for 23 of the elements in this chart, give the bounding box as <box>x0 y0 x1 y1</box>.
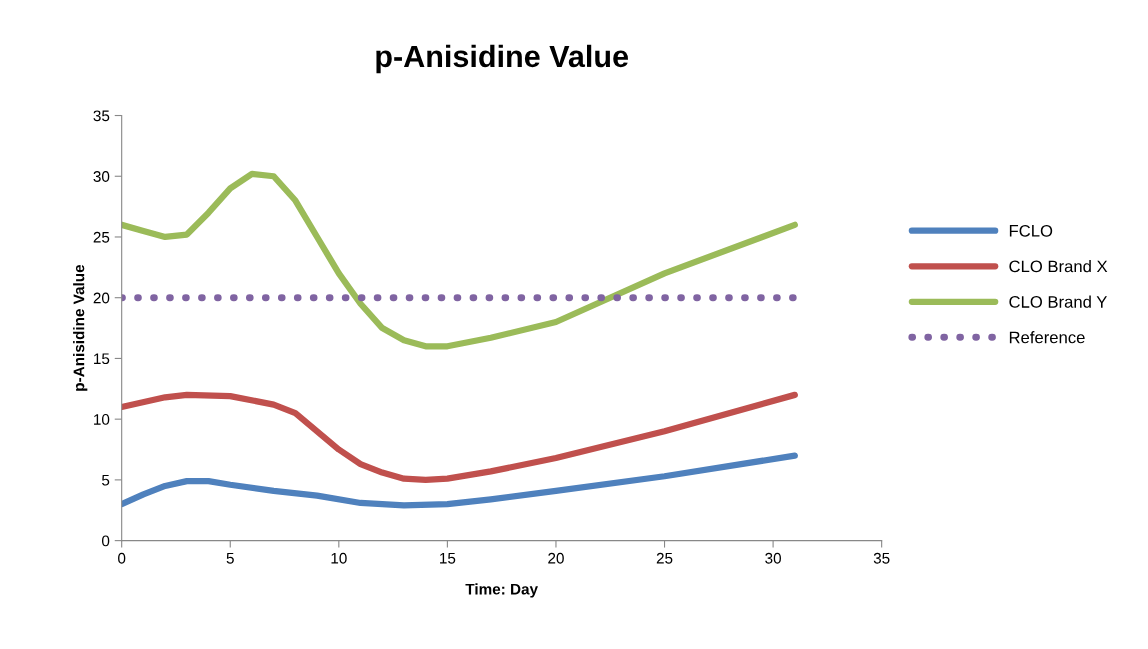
legend-label: CLO Brand X <box>1009 260 1108 273</box>
x-tick-label: 30 <box>765 552 781 564</box>
x-tick-label: 25 <box>656 552 673 564</box>
x-tick-label: 20 <box>548 552 564 564</box>
y-tick-label: 15 <box>94 353 110 365</box>
y-axis-title: p-Anisidine Value <box>73 264 88 391</box>
y-tick-label: 25 <box>93 231 110 243</box>
x-tick-label: 0 <box>118 552 126 564</box>
x-tick-label: 5 <box>226 552 234 564</box>
y-tick-label: 5 <box>102 474 110 486</box>
legend-label: Reference <box>1009 331 1085 344</box>
y-tick-label: 35 <box>93 110 110 122</box>
legend-label: FCLO <box>1009 224 1053 237</box>
y-tick-label: 20 <box>93 292 110 304</box>
chart-title: p-Anisidine Value <box>376 44 628 74</box>
y-tick-label: 10 <box>94 414 110 425</box>
y-tick-label: 0 <box>101 535 110 547</box>
x-tick-label: 35 <box>873 552 890 564</box>
legend-label: CLO Brand Y <box>1009 295 1107 308</box>
x-tick-label: 15 <box>440 552 456 564</box>
x-tick-label: 10 <box>331 552 347 564</box>
x-axis-title: Time: Day <box>465 583 538 598</box>
y-tick-label: 30 <box>93 171 110 182</box>
